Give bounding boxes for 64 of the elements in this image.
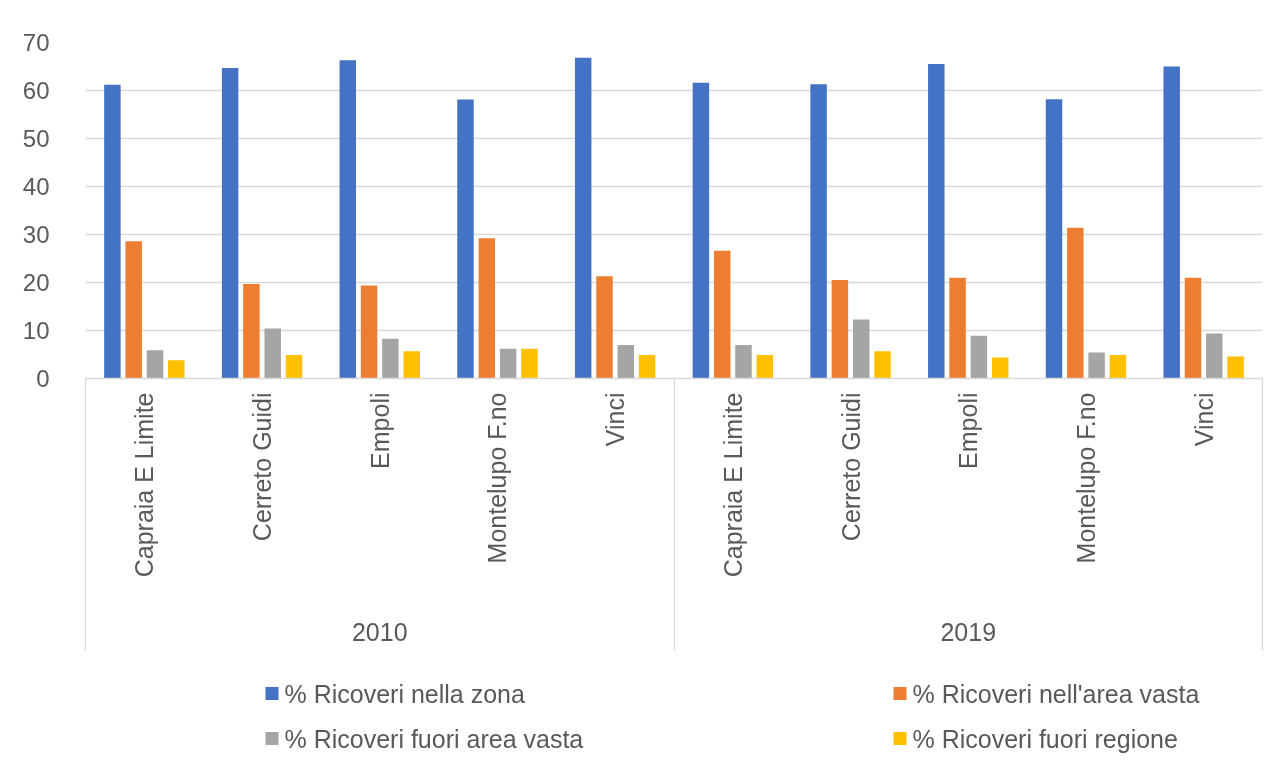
bar: [810, 84, 827, 379]
bar: [499, 348, 517, 379]
x-tick-label: Empoli: [954, 392, 983, 469]
bar: [1227, 356, 1244, 379]
bar: [1206, 333, 1223, 379]
bar: [168, 360, 185, 379]
bar: [1184, 277, 1202, 379]
y-tick-label: 50: [22, 125, 50, 152]
text: 2010: [351, 617, 408, 646]
bar: [735, 344, 752, 379]
bar: [1163, 66, 1180, 379]
bar: [638, 354, 656, 379]
bar: [382, 338, 399, 379]
bar: [478, 238, 496, 379]
y-tick-label: 0: [36, 365, 50, 392]
bar: [221, 67, 239, 379]
y-tick-label: 40: [22, 173, 50, 200]
bar: [617, 344, 635, 379]
bar: [285, 354, 303, 379]
bar: [125, 241, 142, 379]
bar: [1109, 354, 1127, 379]
bar: [874, 351, 891, 379]
y-tick-label: 60: [22, 77, 50, 104]
x-tick-label: Cerreto Guidi: [836, 392, 865, 542]
legend-label: % Ricoveri fuori area vasta: [284, 724, 584, 753]
text: 2019: [940, 617, 997, 646]
bar: [521, 348, 538, 379]
x-tick-label: Cerreto Guidi: [248, 392, 277, 542]
bar: [1088, 352, 1105, 379]
legend-label: % Ricoveri nella zona: [284, 679, 525, 708]
bar: [146, 350, 164, 379]
legend-label: % Ricoveri fuori regione: [912, 724, 1178, 753]
y-tick-label: 30: [22, 221, 50, 248]
y-tick-label: 10: [22, 317, 50, 344]
bar: [991, 357, 1009, 379]
bar: [831, 280, 849, 379]
bar: [403, 351, 420, 379]
bar: [243, 283, 260, 379]
bar: [574, 57, 592, 379]
bar: [1045, 99, 1063, 379]
bar: [596, 276, 613, 379]
bar: [264, 328, 281, 379]
bar: [949, 277, 966, 379]
bar: [339, 60, 357, 379]
bar: [756, 354, 774, 379]
x-tick-label: Vinci: [601, 392, 630, 447]
x-tick-label: Montelupo F.no: [1071, 392, 1100, 564]
legend-label: % Ricoveri nell'area vasta: [912, 679, 1200, 708]
x-tick-label: Capraia E Limite: [718, 392, 747, 578]
bar: [457, 99, 474, 379]
bar: [713, 250, 731, 379]
x-tick-label: Vinci: [1189, 392, 1218, 447]
bar: [928, 64, 945, 379]
x-tick-label: Empoli: [365, 392, 394, 469]
bar: [692, 82, 710, 379]
bar: [852, 319, 870, 379]
y-tick-label: 20: [22, 269, 50, 296]
bar: [970, 335, 988, 379]
bar: [104, 84, 121, 379]
y-tick-label: 70: [22, 29, 50, 56]
bar: [1067, 227, 1084, 379]
x-tick-label: Capraia E Limite: [130, 392, 159, 578]
x-tick-label: Montelupo F.no: [483, 392, 512, 564]
bar: [360, 285, 378, 379]
